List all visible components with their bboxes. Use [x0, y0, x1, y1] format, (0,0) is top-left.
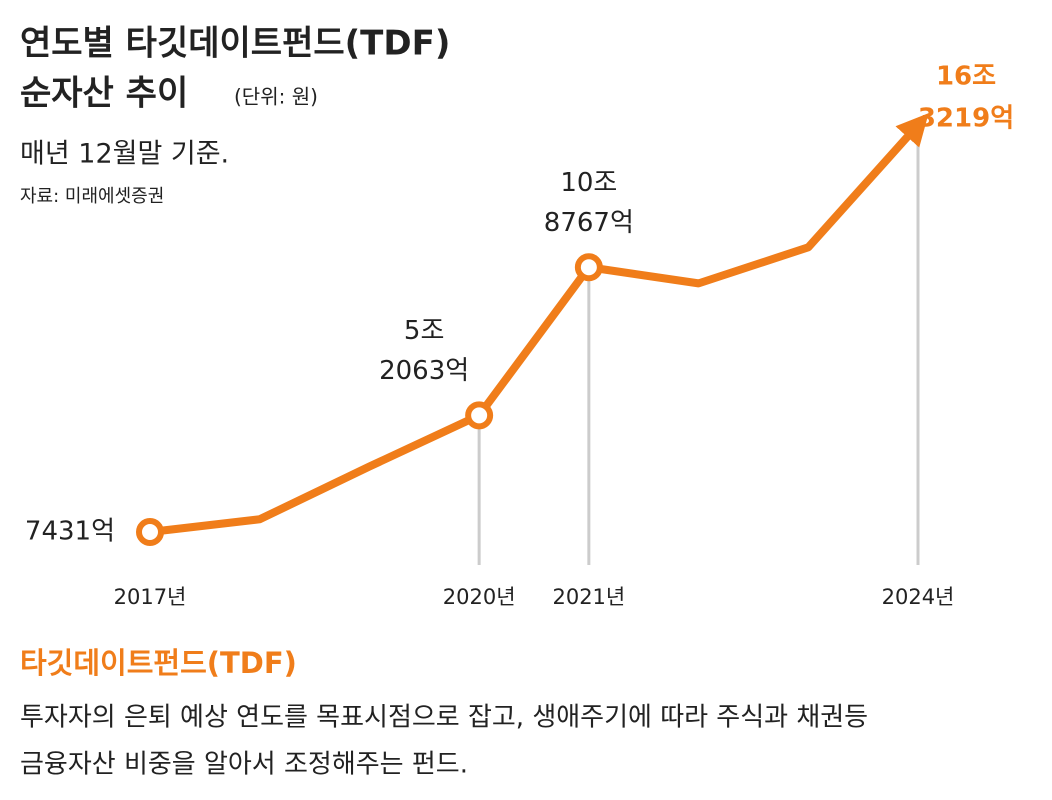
chart-title: 연도별 타깃데이트펀드(TDF): [20, 24, 450, 64]
footer-text: 투자자의 은퇴 예상 연도를 목표시점으로 잡고, 생애주기에 따라 주식과 채…: [20, 703, 868, 733]
line: [149, 113, 929, 536]
x-tick-label: 2020년: [443, 585, 516, 609]
point: [465, 401, 494, 430]
x-tick-label: 2017년: [114, 585, 187, 609]
chart-title: 순자산 추이: [20, 74, 188, 114]
value-label: 8767억: [544, 208, 634, 238]
point: [136, 518, 164, 546]
value-label: 3219억: [918, 104, 1014, 134]
value-label: 5조: [404, 316, 444, 346]
footer-text: 금융자산 비중을 알아서 조정해주는 펀드.: [20, 750, 468, 780]
unit: (단위: 원): [234, 85, 318, 109]
source: 자료: 미래에셋증권: [20, 186, 164, 207]
value-label: 10조: [560, 168, 617, 198]
x-tick-label: 2024년: [882, 585, 955, 609]
x-tick-label: 2021년: [552, 585, 625, 609]
point: [574, 253, 603, 282]
value-label: 16조: [936, 62, 996, 92]
footer-heading: 타깃데이트펀드(TDF): [20, 646, 297, 680]
value-label: 2063억: [379, 356, 469, 386]
value-label: 7431억: [25, 517, 115, 547]
subtitle: 매년 12월말 기준.: [20, 139, 229, 170]
